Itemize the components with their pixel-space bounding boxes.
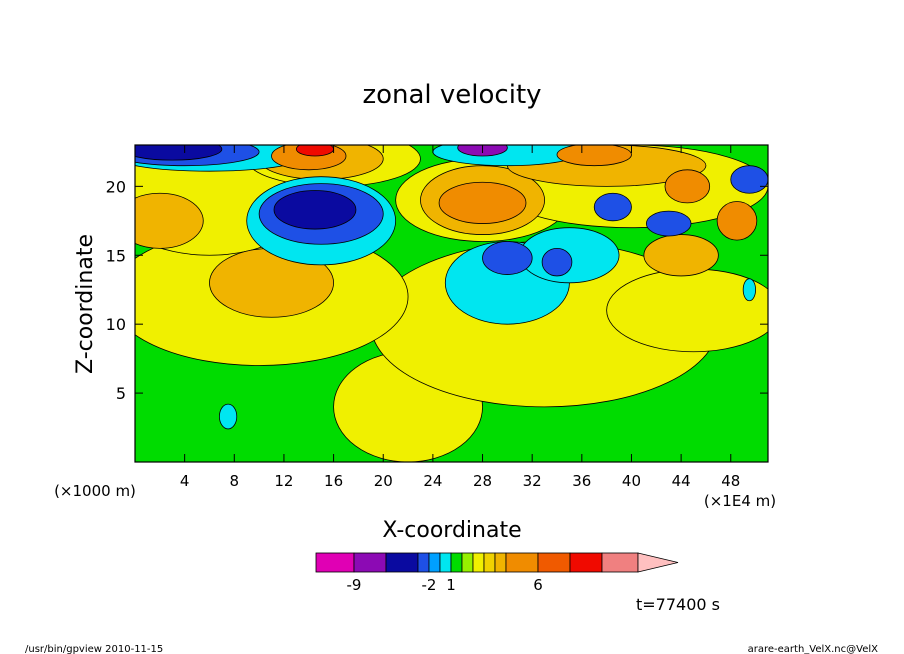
y-axis: 5 10 15 20 [106, 177, 768, 403]
colorbar-swatch [494, 552, 507, 573]
colorbar-label: -2 [422, 576, 437, 594]
x-tick-label: 36 [572, 472, 591, 490]
colorbar-swatch [569, 552, 603, 573]
colorbar-swatch [353, 552, 387, 573]
field-region [482, 241, 533, 275]
colorbar: -9 -2 1 6 [315, 552, 679, 594]
field-region [593, 192, 632, 222]
colorbar-swatch [450, 552, 463, 573]
x-tick-label: 40 [622, 472, 641, 490]
colorbar-arrow [637, 552, 679, 573]
time-label: t=77400 s [636, 595, 720, 614]
colorbar-label: 1 [446, 576, 456, 594]
field-region [541, 247, 573, 277]
field-region [716, 201, 758, 241]
colorbar-swatch [428, 552, 441, 573]
colorbar-swatch [601, 552, 639, 573]
field-region [606, 268, 768, 353]
x-tick-label: 48 [721, 472, 740, 490]
y-tick-label: 20 [106, 177, 126, 196]
x-axis: 4 8 12 16 20 24 28 32 36 40 44 48 [180, 145, 740, 490]
x-tick-label: 16 [324, 472, 343, 490]
y-tick-label: 15 [106, 246, 126, 265]
colorbar-swatch [505, 552, 539, 573]
x-tick-label: 24 [423, 472, 442, 490]
y-tick-label: 5 [116, 384, 126, 403]
x-tick-label: 20 [374, 472, 393, 490]
x-tick-label: 12 [274, 472, 293, 490]
x-unit-left: (×1000 m) [54, 482, 136, 500]
field-region [273, 190, 357, 230]
x-tick-label: 8 [230, 472, 240, 490]
field-region [645, 210, 692, 237]
field-region [135, 145, 223, 161]
footer-left: /usr/bin/gpview 2010-11-15 [25, 644, 163, 654]
y-tick-label: 10 [106, 315, 126, 334]
colorbar-label: 6 [533, 576, 543, 594]
y-axis-label: Z-coordinate [73, 234, 98, 374]
x-tick-label: 28 [473, 472, 492, 490]
footer-right: arare-earth_VelX.nc@VelX [748, 644, 879, 654]
colorbar-swatch [472, 552, 485, 573]
x-tick-label: 44 [672, 472, 691, 490]
x-tick-label: 32 [523, 472, 542, 490]
colorbar-swatch [385, 552, 419, 573]
field-region [219, 403, 238, 430]
field-region [438, 181, 527, 224]
colorbar-swatch [461, 552, 474, 573]
colorbar-swatch [537, 552, 571, 573]
x-axis-label: X-coordinate [382, 518, 521, 543]
colorbar-swatch [315, 552, 355, 573]
field-region [742, 278, 756, 302]
colorbar-swatch [483, 552, 496, 573]
field-region [295, 145, 334, 157]
chart-title: zonal velocity [362, 80, 541, 110]
plot-frame [134, 144, 769, 463]
colorbar-swatch [417, 552, 430, 573]
field-region [135, 192, 204, 249]
colorbar-label: -9 [347, 576, 362, 594]
x-tick-label: 4 [180, 472, 190, 490]
x-unit-right: (×1E4 m) [704, 492, 776, 510]
field-region [664, 169, 711, 204]
field-region [643, 234, 719, 277]
field-region [730, 165, 768, 194]
contour-field [135, 145, 768, 462]
field-region [556, 145, 632, 167]
colorbar-swatch [439, 552, 452, 573]
